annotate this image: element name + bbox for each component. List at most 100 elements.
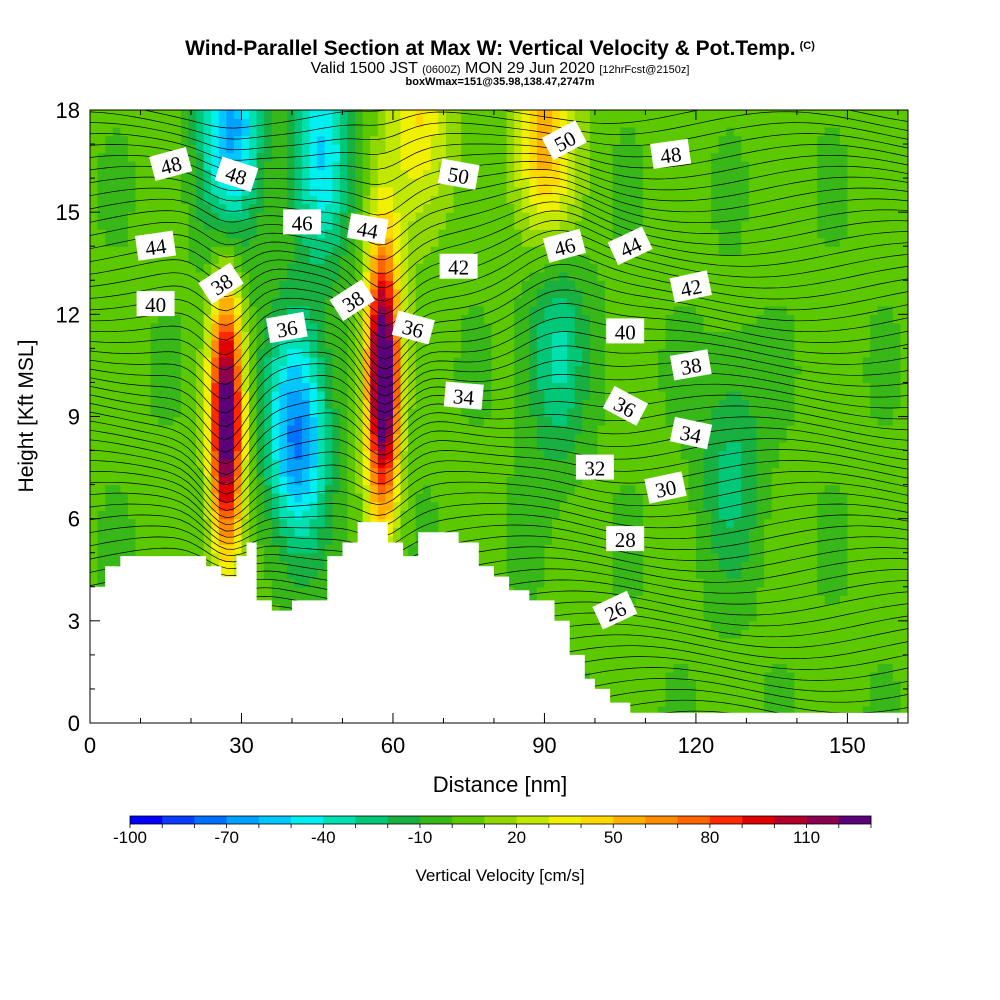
velocity-cell [423,254,432,264]
velocity-cell [552,501,561,511]
velocity-cell [392,416,402,426]
velocity-cell [491,186,500,196]
velocity-cell [324,527,333,537]
velocity-cell [180,501,190,511]
velocity-cell [362,476,371,486]
velocity-cell [582,407,591,418]
velocity-cell [362,110,371,120]
velocity-cell [196,356,205,367]
velocity-cell [544,552,553,562]
velocity-cell [294,493,303,503]
velocity-cell [445,459,455,469]
velocity-cell [385,288,394,298]
velocity-cell [499,501,508,511]
velocity-cell [120,433,129,443]
velocity-cell [377,271,386,281]
velocity-cell [529,518,538,528]
velocity-cell [567,373,576,384]
velocity-cell [408,407,417,418]
velocity-cell [552,518,561,528]
velocity-cell [483,280,493,290]
velocity-cell [392,254,402,264]
velocity-cell [521,425,530,435]
velocity-cell [468,365,477,375]
velocity-cell [188,229,197,239]
velocity-cell [158,527,167,537]
velocity-cell [445,484,455,494]
velocity-cell [226,484,235,494]
velocity-cell [514,305,523,315]
velocity-cell [339,510,349,520]
velocity-cell [317,178,326,188]
velocity-cell [453,450,462,460]
velocity-cell [249,518,258,528]
velocity-cell [135,331,144,341]
velocity-cell [362,373,371,384]
velocity-cell [279,450,288,460]
velocity-cell [286,407,296,418]
velocity-cell [203,322,212,332]
velocity-cell [392,510,402,520]
velocity-cell [294,518,303,528]
velocity-cell [370,144,379,154]
velocity-cell [150,535,159,545]
velocity-cell [597,297,606,307]
velocity-cell [188,501,197,511]
velocity-cell [294,373,303,384]
velocity-cell [453,220,462,230]
velocity-cell [302,110,311,120]
velocity-cell [90,186,99,196]
velocity-cell [317,152,326,162]
velocity-cell [218,493,227,503]
velocity-cell [574,476,583,486]
velocity-cell [203,407,212,418]
velocity-cell [559,263,568,273]
velocity-cell [529,407,538,418]
velocity-cell [339,416,349,426]
velocity-cell [362,331,371,341]
velocity-cell [249,152,258,162]
velocity-cell [241,144,250,154]
velocity-cell [589,365,599,375]
velocity-cell [249,246,258,256]
velocity-cell [377,161,386,171]
velocity-cell [127,459,137,469]
velocity-cell [233,297,243,307]
velocity-cell [491,535,500,545]
velocity-cell [605,220,614,230]
velocity-cell [294,305,303,315]
velocity-cell [302,399,311,409]
velocity-cell [400,110,409,120]
velocity-cell [143,390,152,401]
velocity-cell [150,118,159,128]
velocity-cell [567,518,576,528]
velocity-cell [302,144,311,154]
velocity-cell [423,459,432,469]
velocity-cell [559,493,568,503]
velocity-cell [264,135,273,145]
velocity-cell [180,484,190,494]
velocity-cell [597,399,606,409]
velocity-cell [324,425,333,435]
velocity-cell [302,271,311,281]
velocity-cell [438,331,447,341]
velocity-cell [589,544,599,554]
velocity-cell [256,459,265,469]
velocity-cell [188,118,197,128]
velocity-cell [392,271,402,281]
velocity-cell [415,110,424,120]
velocity-cell [211,229,220,239]
velocity-cell [423,356,432,367]
velocity-cell [483,288,493,298]
velocity-cell [256,348,265,358]
velocity-cell [249,254,258,264]
velocity-cell [188,535,197,545]
velocity-cell [582,535,591,545]
velocity-cell [605,144,614,154]
velocity-cell [339,169,349,179]
velocity-cell [339,373,349,384]
velocity-cell [97,144,106,154]
velocity-cell [605,373,614,384]
velocity-cell [521,144,530,154]
velocity-cell [461,127,470,137]
